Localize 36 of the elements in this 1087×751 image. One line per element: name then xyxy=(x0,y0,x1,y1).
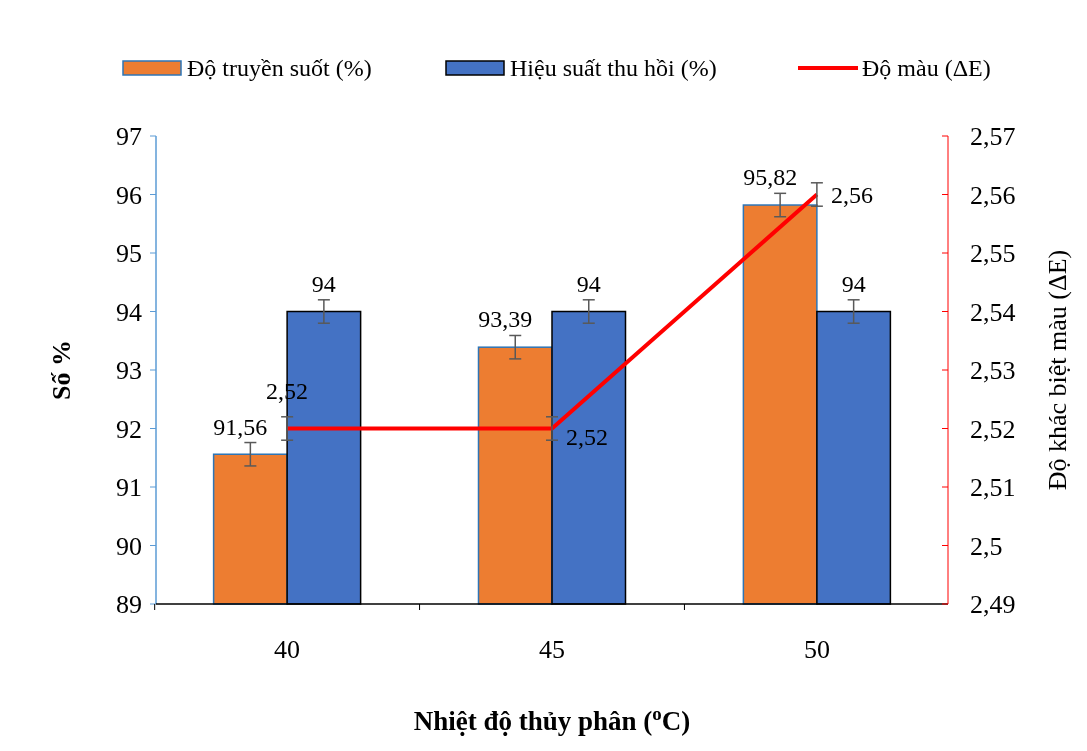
data-label: 2,52 xyxy=(566,423,608,450)
data-label: 95,82 xyxy=(743,164,798,191)
x-tick-label: 40 xyxy=(274,635,301,664)
y2-tick-label: 2,54 xyxy=(970,297,1016,327)
data-label: 91,56 xyxy=(213,413,268,440)
x-tick-label: 45 xyxy=(539,635,565,664)
y-tick-label: 90 xyxy=(116,531,142,561)
y-tick-label: 95 xyxy=(116,239,142,268)
y2-tick-label: 2,52 xyxy=(970,414,1016,444)
y-tick-label: 92 xyxy=(116,414,142,444)
legend-label: Độ màu (ΔE) xyxy=(862,55,991,81)
data-label: 93,39 xyxy=(478,306,533,333)
y-tick-label: 97 xyxy=(116,122,142,151)
y2-axis-title: Độ khác biệt màu (ΔE) xyxy=(1043,249,1072,491)
y2-tick-label: 2,51 xyxy=(970,473,1016,502)
y2-tick-label: 2,56 xyxy=(970,180,1016,210)
y-tick-label: 89 xyxy=(116,590,142,619)
y2-tick-label: 2,53 xyxy=(970,356,1016,385)
legend-label: Hiệu suất thu hồi (%) xyxy=(510,55,717,81)
data-label: 94 xyxy=(576,270,601,297)
data-label: 2,56 xyxy=(830,181,873,208)
x-axis-title: Nhiệt độ thủy phân ($^{o}$C) xyxy=(413,702,691,736)
y2-tick-label: 2,5 xyxy=(970,531,1003,561)
y-tick-label: 91 xyxy=(116,473,142,502)
data-label: 94 xyxy=(311,270,336,297)
data-label: 94 xyxy=(841,270,866,297)
y2-tick-label: 2,49 xyxy=(970,590,1016,619)
data-label: 2,52 xyxy=(266,377,309,404)
y-axis-title: Số % xyxy=(47,340,76,400)
y2-tick-label: 2,57 xyxy=(970,122,1016,151)
legend-label: Độ truyền suốt (%) xyxy=(187,55,372,81)
y-tick-label: 93 xyxy=(116,356,142,385)
y-tick-label: 94 xyxy=(116,297,142,327)
y-tick-label: 96 xyxy=(116,180,142,210)
x-tick-label: 50 xyxy=(803,635,830,664)
y2-tick-label: 2,55 xyxy=(970,239,1016,268)
